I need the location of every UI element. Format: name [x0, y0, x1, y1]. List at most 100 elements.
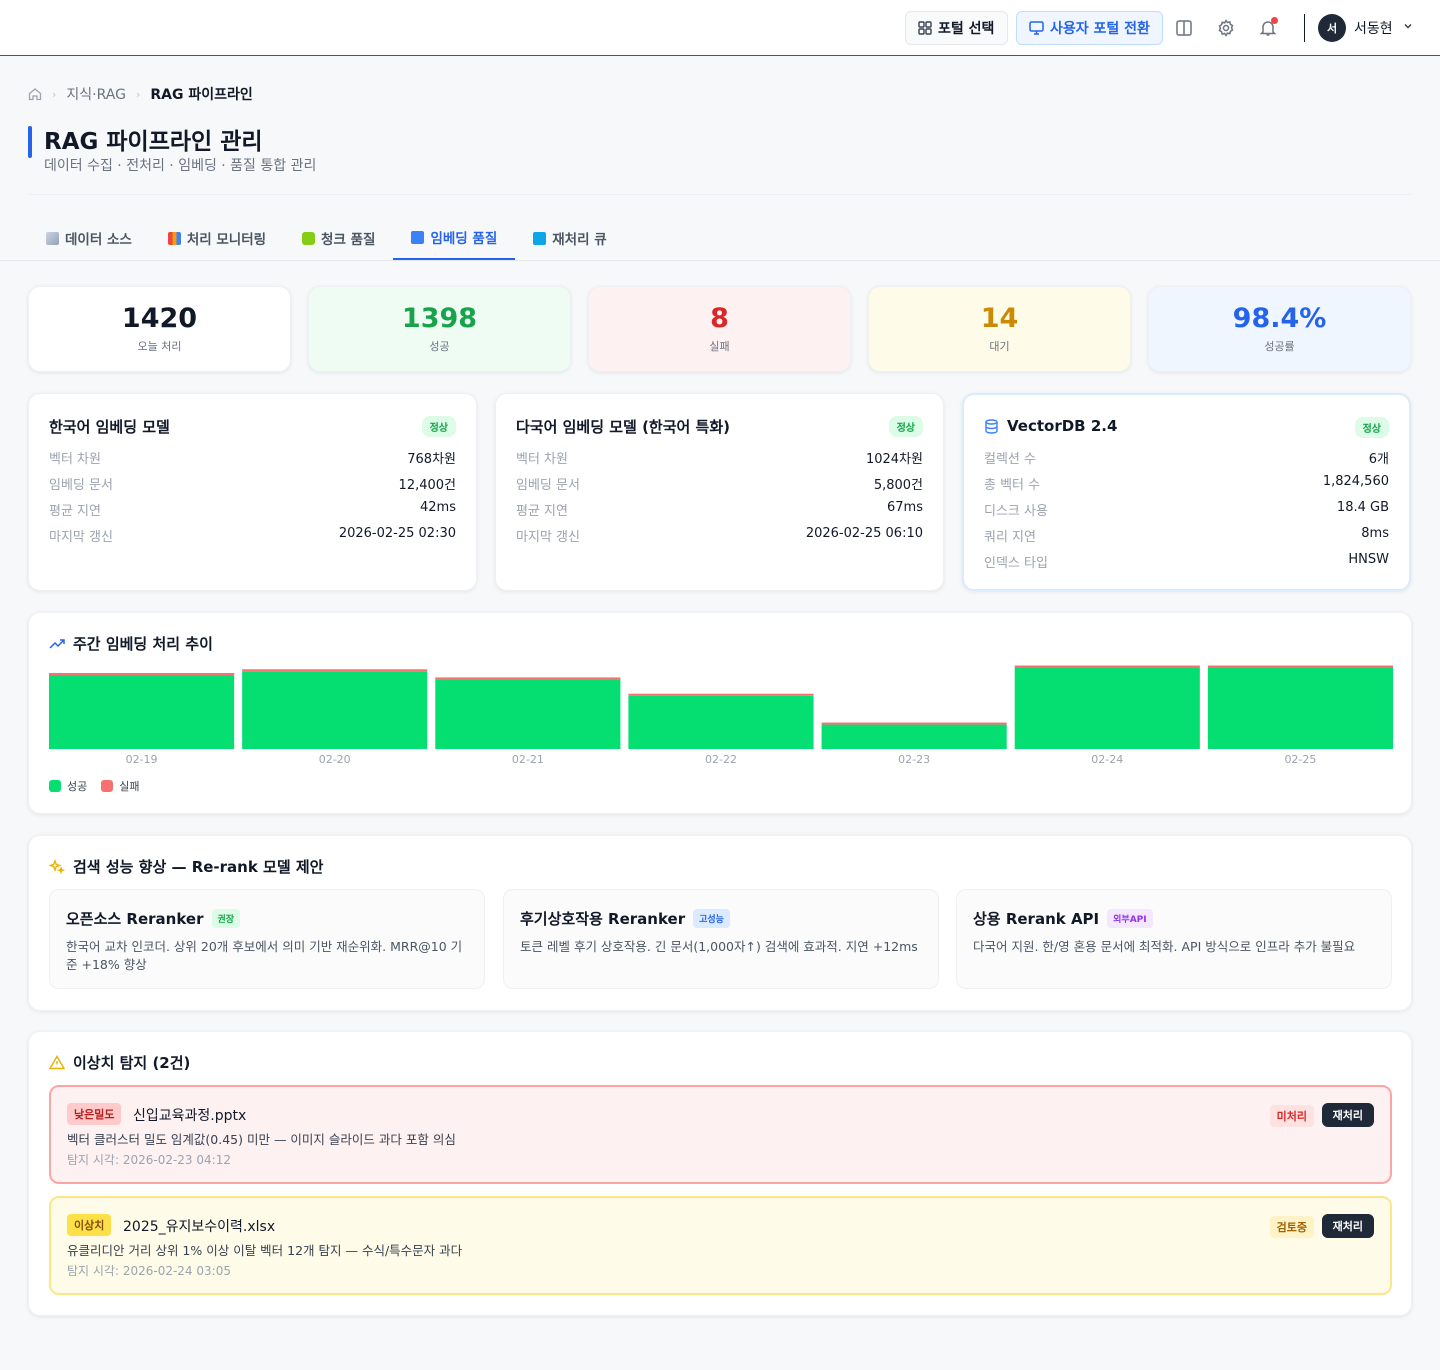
rerank-option-desc: 다국어 지원. 한/영 혼용 문서에 최적화. API 방식으로 인프라 추가 …	[973, 939, 1356, 954]
tab-bar: 데이터 소스 처리 모니터링 청크 품질 임베딩 품질 재처리 큐	[28, 216, 625, 260]
kv-value: 8ms	[1361, 526, 1389, 541]
tab-data-source[interactable]: 데이터 소스	[28, 216, 150, 260]
kv-value: 768차원	[407, 452, 456, 467]
kv-row: 임베딩 문서 5,800건	[516, 474, 923, 493]
breadcrumb-section[interactable]: 지식·RAG	[66, 87, 126, 103]
rerank-option-header: 후기상호작용 Reranker 고성능	[520, 908, 730, 929]
kv-row: 벡터 차원 1024차원	[516, 448, 923, 467]
stat-card-pending: 14 대기	[868, 286, 1131, 372]
portal-select-button[interactable]: 포털 선택	[905, 11, 1008, 45]
bar-success-02-21	[435, 679, 621, 749]
kv-value: 18.4 GB	[1336, 500, 1389, 515]
rerank-section-title: 검색 성능 향상 — Re-rank 모델 제안	[49, 856, 323, 877]
stat-card-success-rate: 98.4% 성공률	[1148, 286, 1411, 372]
refresh-icon	[533, 231, 547, 245]
kv-row: 쿼리 지연 8ms	[984, 526, 1389, 545]
kv-value: 1024차원	[865, 452, 923, 467]
user-portal-switch-button[interactable]: 사용자 포털 전환	[1016, 11, 1163, 45]
kv-row: 디스크 사용 18.4 GB	[984, 500, 1389, 519]
grid-icon	[918, 21, 932, 35]
stat-value: 14	[980, 303, 1019, 334]
avatar[interactable]: 서	[1318, 14, 1346, 42]
portal-select-label: 포털 선택	[938, 21, 995, 37]
kv-key: 마지막 갱신	[49, 530, 113, 545]
card-title: VectorDB 2.4	[1007, 417, 1118, 435]
legend-swatch	[49, 780, 61, 792]
divider	[28, 194, 1412, 195]
bar-failure-02-24	[1014, 665, 1200, 668]
tabs-divider	[0, 260, 1440, 261]
rerank-option-late-interaction[interactable]: 후기상호작용 Reranker 고성능 토큰 레벨 후기 상호작용. 긴 문서(…	[503, 889, 939, 989]
bar-failure-02-23	[821, 722, 1007, 725]
title-accent-bar	[28, 126, 32, 158]
notification-bell-icon[interactable]	[1256, 16, 1280, 40]
tab-label: 임베딩 품질	[430, 231, 498, 247]
anomaly-status-badge: 미처리	[1269, 1105, 1314, 1127]
tab-label: 처리 모니터링	[186, 232, 267, 248]
status-badge: 정상	[421, 416, 456, 437]
rerank-option-name: 오픈소스 Reranker	[66, 910, 204, 928]
bar-success-02-24	[1014, 667, 1200, 749]
kv-value: HNSW	[1348, 552, 1389, 567]
kv-key: 임베딩 문서	[49, 478, 113, 493]
stat-card-success: 1398 성공	[308, 286, 571, 372]
breadcrumb-current: RAG 파이프라인	[150, 87, 253, 103]
rerank-option-header: 오픈소스 Reranker 권장	[66, 908, 241, 929]
anomaly-detected-time: 탐지 시각: 2026-02-24 03:05	[67, 1264, 231, 1278]
rerank-option-desc: 한국어 교차 인코더. 상위 20개 후보에서 의미 기반 재순위화. MRR@…	[66, 939, 463, 972]
korean-embedding-model-card: 한국어 임베딩 모델 정상 벡터 차원 768차원 임베딩 문서 12,400건 평…	[28, 393, 477, 591]
settings-gear-icon[interactable]	[1214, 16, 1238, 40]
status-badge: 정상	[888, 416, 923, 437]
reprocess-button[interactable]: 재처리	[1321, 1103, 1374, 1127]
kv-row: 평균 지연 42ms	[49, 500, 456, 519]
layout-toggle-icon[interactable]	[1172, 16, 1196, 40]
home-icon[interactable]	[28, 87, 42, 101]
kv-value: 67ms	[887, 500, 923, 515]
kv-key: 벡터 차원	[516, 452, 568, 467]
anomaly-file-name: 2025_유지보수이력.xlsx	[123, 1219, 276, 1235]
trending-up-icon	[49, 638, 65, 649]
stat-value: 98.4%	[1232, 303, 1327, 334]
top-bar: 포털 선택 사용자 포털 전환 서 서동현	[0, 0, 1440, 56]
anomaly-section-title: 이상치 탐지 (2건)	[49, 1052, 190, 1073]
x-tick-label: 02-25	[1284, 753, 1316, 766]
kv-key: 컬렉션 수	[984, 452, 1036, 467]
username[interactable]: 서동현	[1354, 21, 1393, 37]
chart-legend: 성공 실패	[49, 778, 140, 794]
tab-embedding-quality[interactable]: 임베딩 품질	[393, 216, 516, 260]
anomaly-item: 낮은밀도 신입교육과정.pptx 벡터 클러스터 밀도 임계값(0.45) 미만…	[49, 1085, 1392, 1184]
puzzle-icon	[302, 231, 316, 245]
rerank-option-tag: 고성능	[693, 909, 730, 928]
stat-card-today: 1420 오늘 처리	[28, 286, 291, 372]
kv-key: 벡터 차원	[49, 452, 101, 467]
anomaly-status-badge: 검토중	[1269, 1216, 1314, 1238]
kv-row: 임베딩 문서 12,400건	[49, 474, 456, 493]
tab-label: 데이터 소스	[65, 232, 132, 248]
kv-key: 쿼리 지연	[984, 530, 1036, 545]
chart-section-title: 주간 임베딩 처리 추이	[49, 633, 213, 654]
tab-processing-monitoring[interactable]: 처리 모니터링	[150, 216, 284, 260]
page-subtitle: 데이터 수집 · 전처리 · 임베딩 · 품질 통합 관리	[44, 158, 317, 174]
chart-title: 주간 임베딩 처리 추이	[73, 635, 213, 653]
rerank-option-opensource[interactable]: 오픈소스 Reranker 권장 한국어 교차 인코더. 상위 20개 후보에서…	[49, 889, 485, 989]
bar-failure-02-19	[49, 673, 235, 676]
kv-value: 6개	[1368, 452, 1389, 467]
kv-row: 마지막 갱신 2026-02-25 02:30	[49, 526, 456, 545]
chevron-down-icon[interactable]	[1402, 20, 1414, 32]
card-title: 한국어 임베딩 모델	[49, 418, 170, 436]
stat-label: 대기	[989, 340, 1010, 353]
kv-key: 평균 지연	[49, 504, 101, 519]
anomaly-detected-time: 탐지 시각: 2026-02-23 04:12	[67, 1153, 231, 1167]
anomaly-description: 유클리디안 거리 상위 1% 이상 이탈 벡터 12개 탐지 — 수식/특수문자…	[67, 1243, 463, 1258]
rerank-option-commercial-api[interactable]: 상용 Rerank API 외부API 다국어 지원. 한/영 혼용 문서에 최…	[956, 889, 1392, 989]
tab-chunk-quality[interactable]: 청크 품질	[284, 216, 393, 260]
stat-label: 오늘 처리	[137, 340, 182, 353]
breadcrumb-separator-icon: ›	[135, 87, 141, 101]
bar-failure-02-22	[628, 693, 814, 696]
stat-value: 1420	[121, 303, 198, 334]
reprocess-button[interactable]: 재처리	[1321, 1214, 1374, 1238]
tab-label: 재처리 큐	[552, 232, 607, 248]
legend-item: 실패	[101, 778, 140, 794]
notification-dot	[1271, 17, 1278, 24]
tab-reprocess-queue[interactable]: 재처리 큐	[515, 216, 624, 260]
